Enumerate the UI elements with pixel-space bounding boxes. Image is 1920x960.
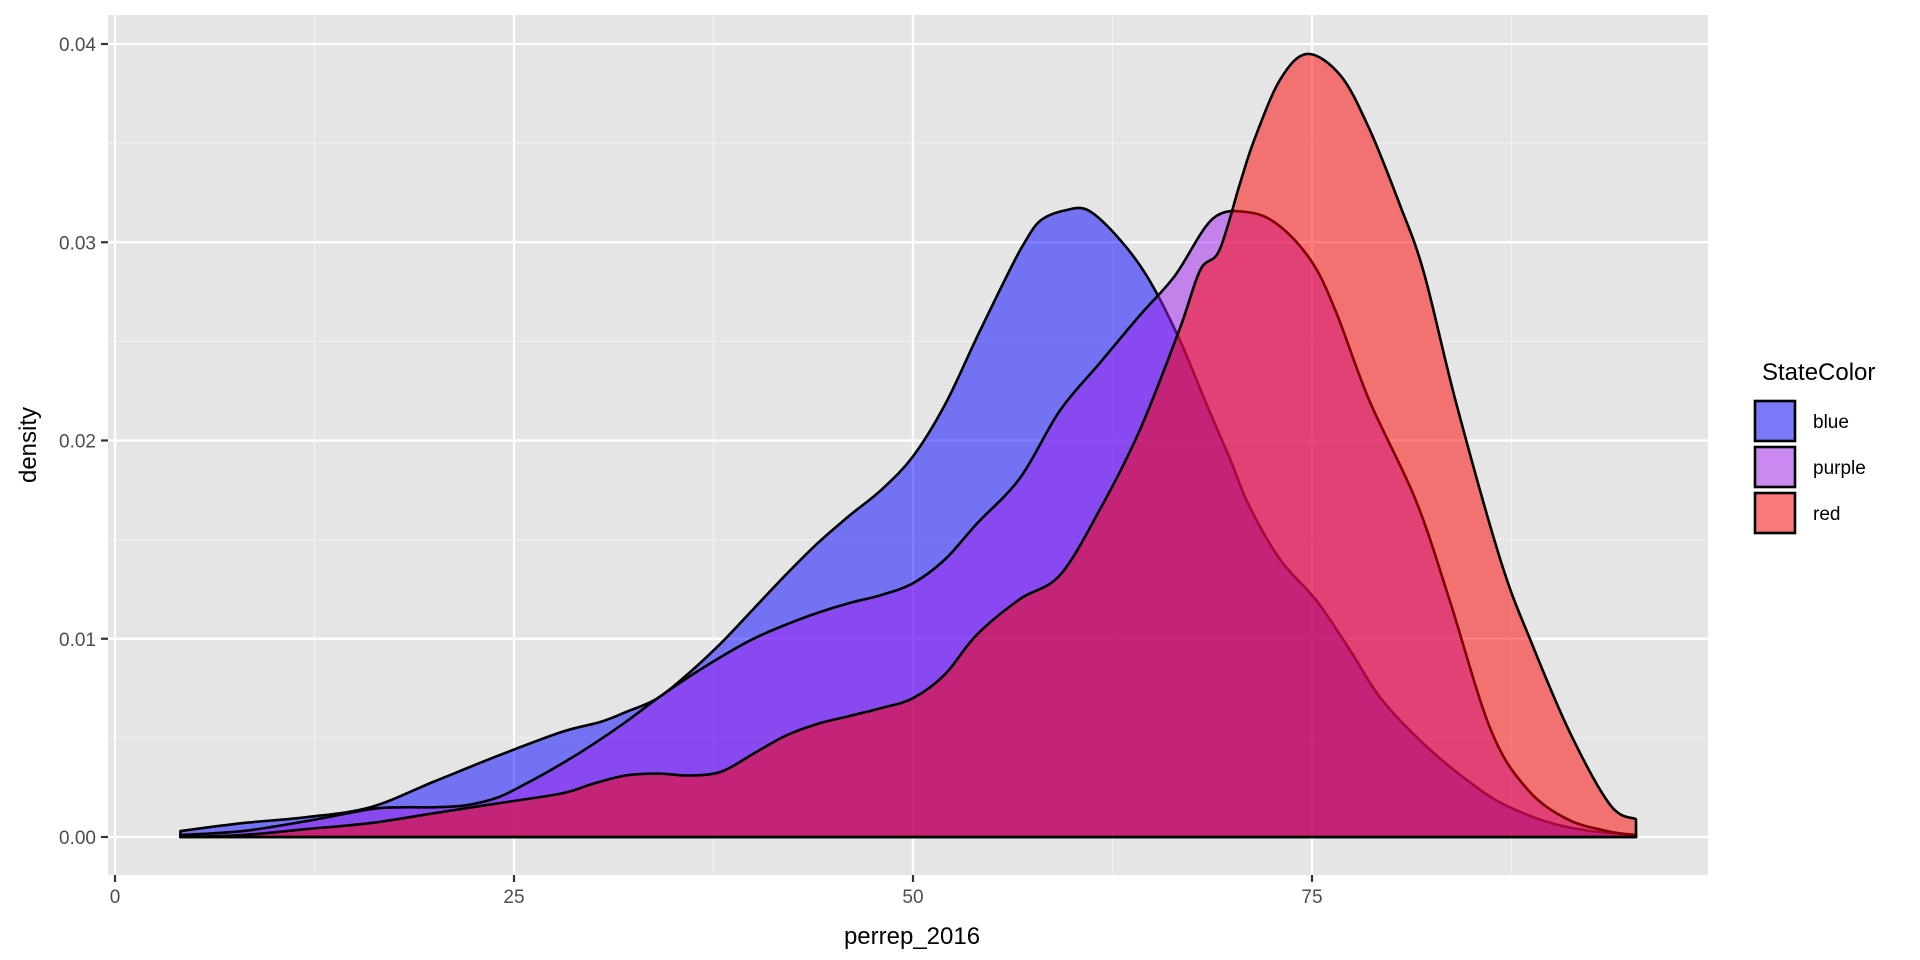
y-axis-title: density xyxy=(15,407,42,483)
x-tick-label: 25 xyxy=(503,887,524,908)
y-tick-label: 0.02 xyxy=(59,432,96,453)
x-tick-label: 75 xyxy=(1301,887,1322,908)
legend-swatch-blue xyxy=(1753,399,1797,443)
legend-key-red: red xyxy=(1753,491,1840,535)
legend-key-purple: purple xyxy=(1753,445,1866,489)
density-areas xyxy=(179,52,1638,839)
x-tick-label: 0 xyxy=(110,887,121,908)
legend-label-blue: blue xyxy=(1813,412,1849,433)
density-area-red xyxy=(179,52,1638,839)
legend-title: StateColor xyxy=(1762,359,1875,386)
x-axis: 0 25 50 75 xyxy=(110,875,1323,908)
legend-label-purple: purple xyxy=(1813,458,1866,479)
y-tick-label: 0.04 xyxy=(59,35,96,56)
legend-key-blue: blue xyxy=(1753,399,1849,443)
legend-swatch-purple xyxy=(1753,445,1797,489)
y-tick-label: 0.01 xyxy=(59,630,96,651)
y-tick-label: 0.00 xyxy=(59,828,96,849)
y-axis: 0.00 0.01 0.02 0.03 0.04 xyxy=(59,35,108,849)
x-tick-label: 50 xyxy=(902,887,923,908)
y-tick-label: 0.03 xyxy=(59,233,96,254)
legend-swatch-red xyxy=(1753,491,1797,535)
legend-label-red: red xyxy=(1813,504,1840,525)
legend: StateColor blue purple red xyxy=(1753,359,1875,535)
x-axis-title: perrep_2016 xyxy=(844,923,980,950)
